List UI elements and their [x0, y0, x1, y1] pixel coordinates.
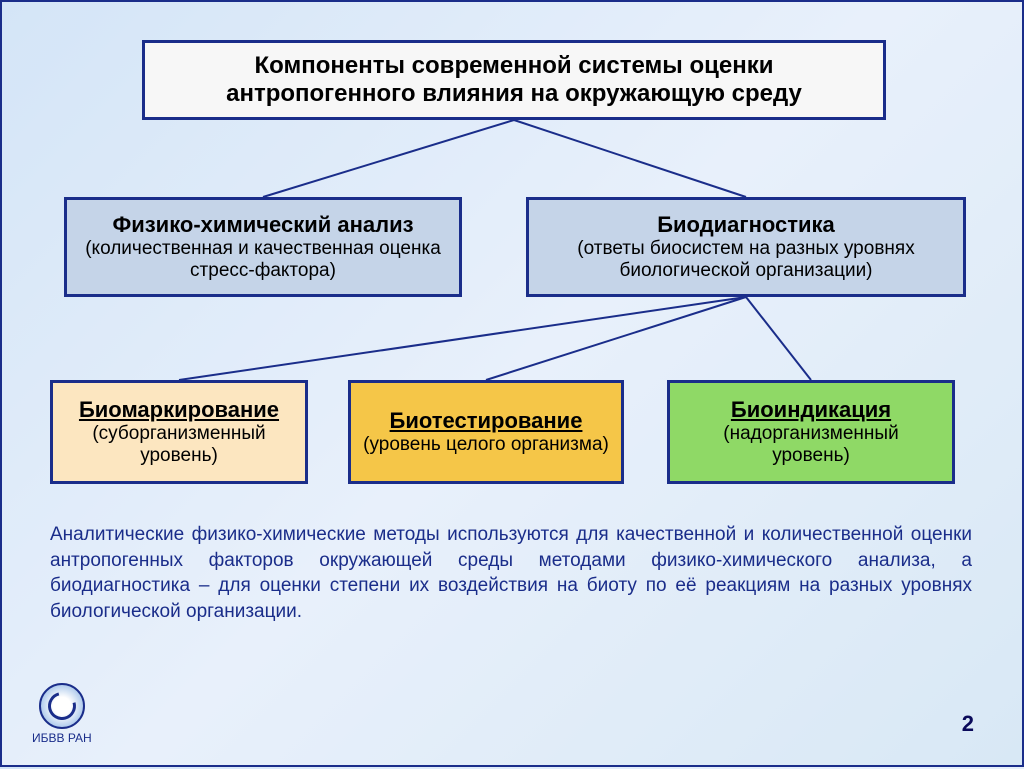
- page-number: 2: [962, 711, 974, 737]
- description-paragraph: Аналитические физико-химические методы и…: [50, 522, 972, 625]
- org-label: ИБВВ РАН: [32, 731, 92, 745]
- box-title: Физико-химический анализ: [112, 212, 413, 238]
- box-biotesting: Биотестирование(уровень целого организма…: [348, 380, 624, 484]
- logo-icon: [39, 683, 85, 729]
- box-biodiagnostics: Биодиагностика(ответы биосистем на разны…: [526, 197, 966, 297]
- box-title: Биоиндикация: [731, 397, 891, 423]
- box-subtitle: (надорганизменный уровень): [682, 423, 940, 467]
- box-subtitle: (уровень целого организма): [363, 434, 609, 456]
- box-root: Компоненты современной системы оценкиант…: [142, 40, 886, 120]
- box-biomarking: Биомаркирование(суборганизменный уровень…: [50, 380, 308, 484]
- box-phys-chem-analysis: Физико-химический анализ(количественная …: [64, 197, 462, 297]
- footer-logo: ИБВВ РАН: [32, 683, 92, 745]
- box-subtitle: (суборганизменный уровень): [65, 423, 293, 467]
- box-subtitle: (ответы биосистем на разных уровнях биол…: [541, 238, 951, 282]
- box-title: Биомаркирование: [79, 397, 279, 423]
- slide: Компоненты современной системы оценкиант…: [2, 2, 1022, 765]
- box-line: Компоненты современной системы оценки: [255, 52, 774, 80]
- box-bioindication: Биоиндикация(надорганизменный уровень): [667, 380, 955, 484]
- box-title: Биотестирование: [390, 408, 583, 434]
- box-line: антропогенного влияния на окружающую сре…: [226, 80, 802, 108]
- box-title: Биодиагностика: [657, 212, 835, 238]
- box-subtitle: (количественная и качественная оценка ст…: [79, 238, 447, 282]
